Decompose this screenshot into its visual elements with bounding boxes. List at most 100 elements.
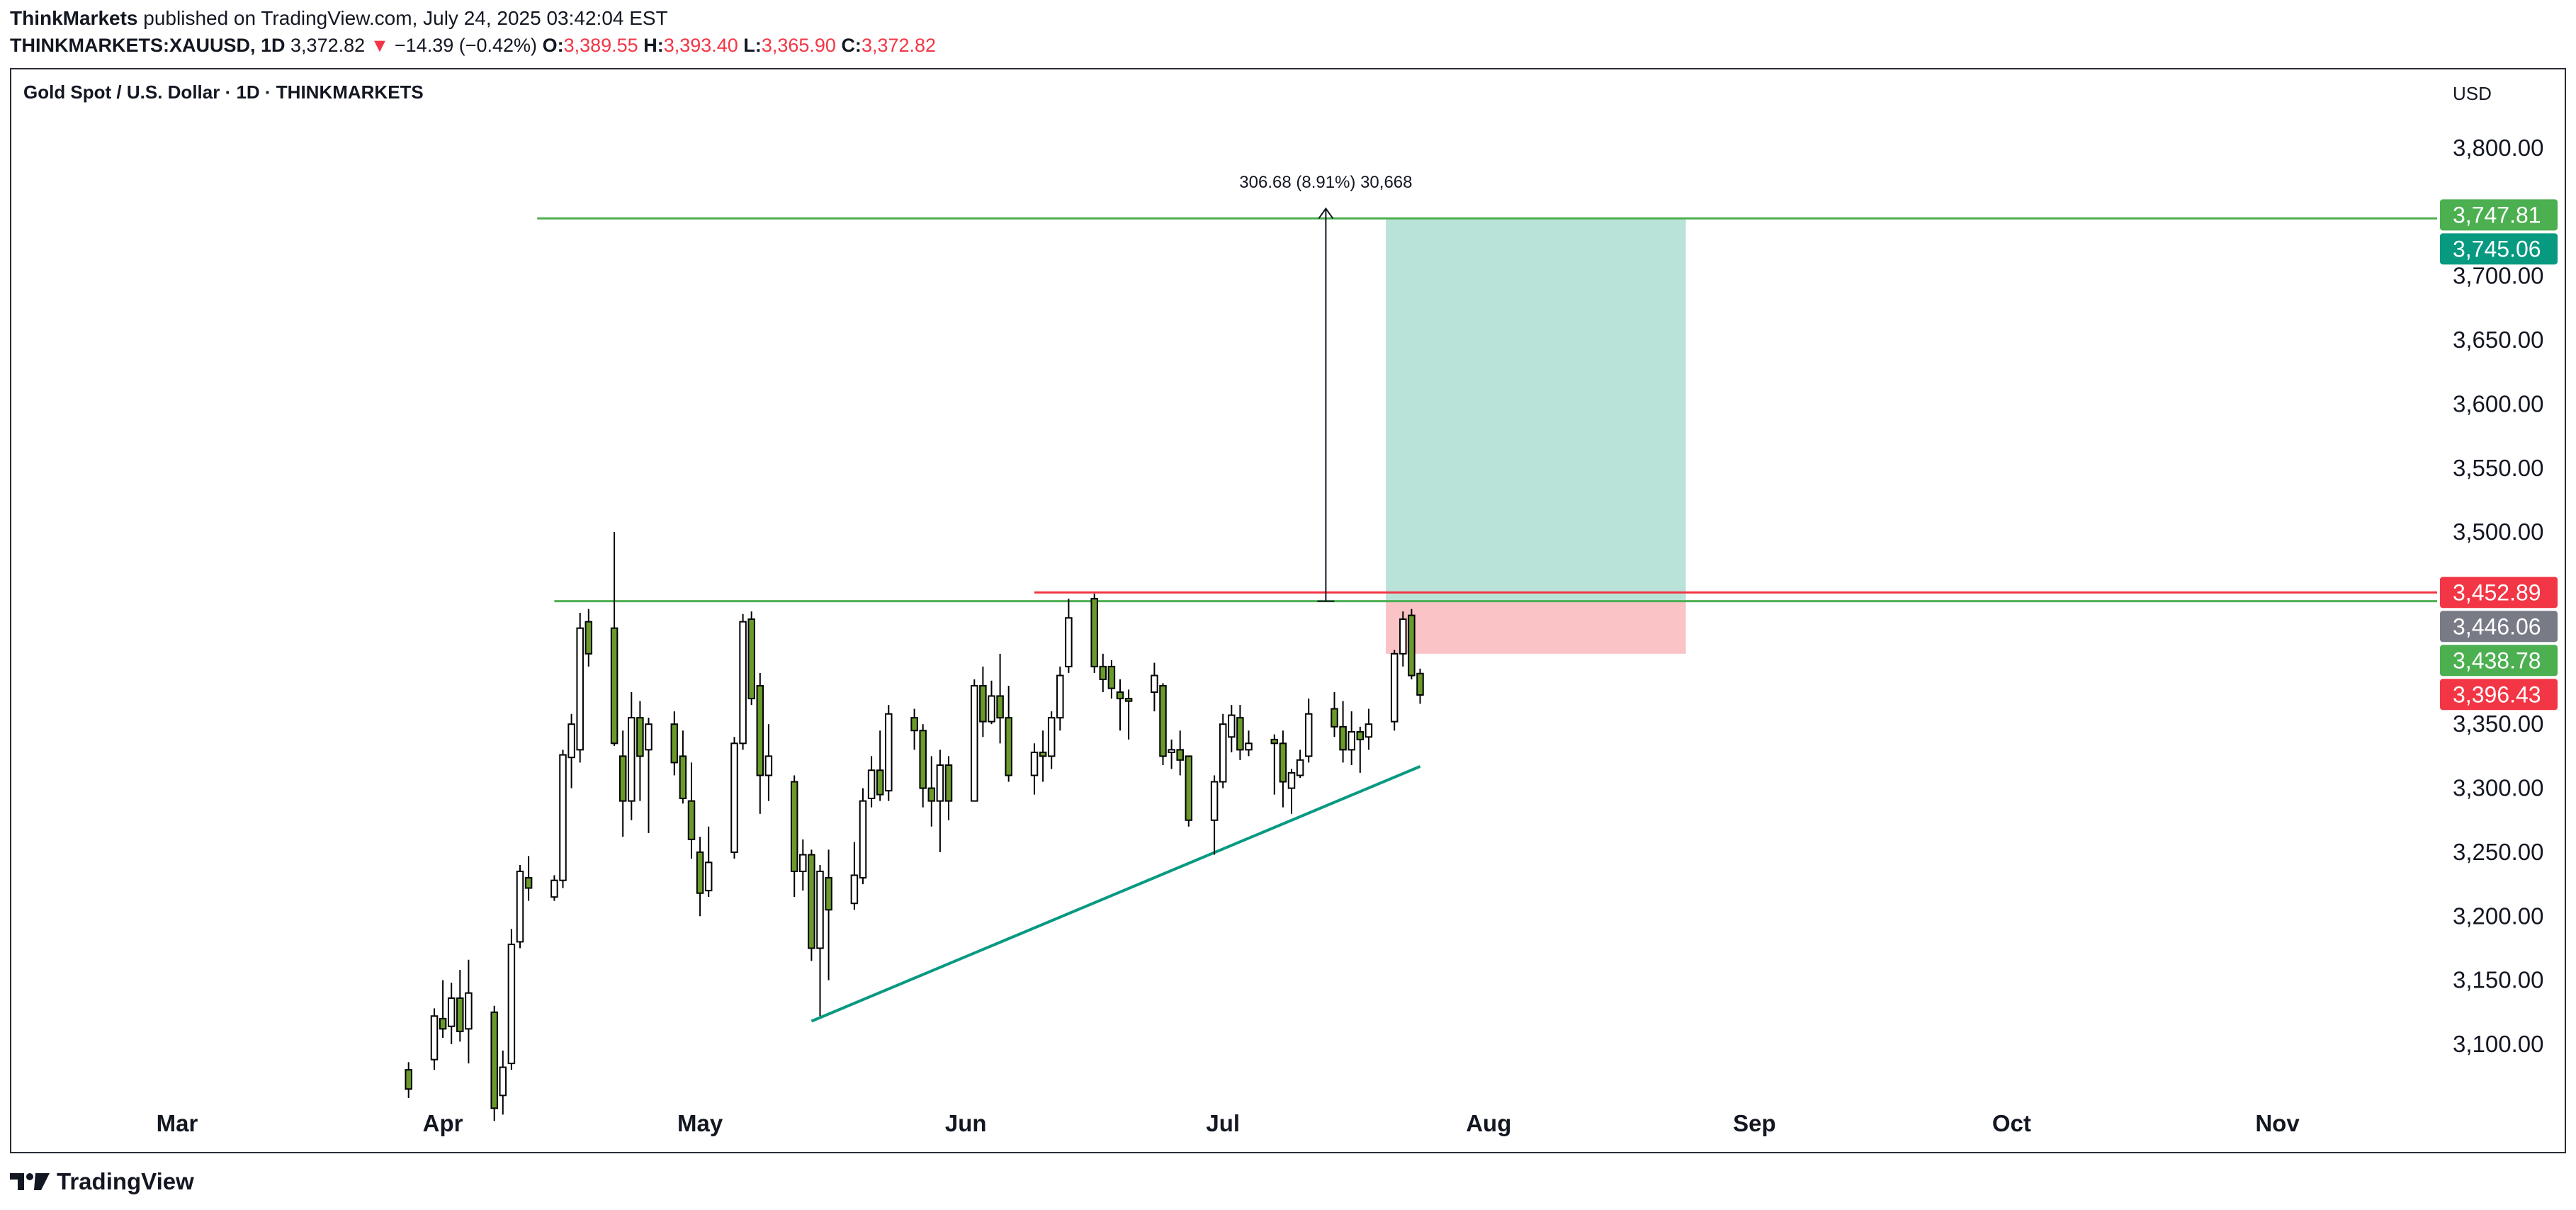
- candle: [1228, 705, 1236, 752]
- candle-body: [1039, 751, 1047, 757]
- candle: [1065, 599, 1073, 673]
- candle-body: [1047, 717, 1056, 757]
- author-name[interactable]: ThinkMarkets: [10, 7, 138, 29]
- candle-body: [636, 717, 644, 757]
- candle: [1107, 660, 1116, 699]
- candle: [696, 837, 704, 917]
- candle-body: [439, 1017, 447, 1030]
- price-badge-bg: [2440, 611, 2558, 643]
- candle-body: [618, 755, 627, 802]
- candle: [1056, 666, 1064, 731]
- candle-body: [747, 618, 755, 700]
- tradingview-logo[interactable]: TradingView: [10, 1168, 194, 1195]
- x-tick-label: Mar: [157, 1110, 198, 1136]
- candle-body: [465, 992, 473, 1030]
- candle-body: [799, 854, 807, 873]
- candle: [645, 718, 653, 833]
- y-tick-label: 3,200.00: [2453, 903, 2543, 929]
- candle-body: [1030, 751, 1039, 776]
- x-tick-label: Jun: [945, 1110, 987, 1136]
- candle: [576, 612, 584, 763]
- chart-frame[interactable]: [10, 68, 2566, 1153]
- candle-body: [1090, 598, 1098, 667]
- y-tick-label: 3,150.00: [2453, 967, 2543, 993]
- candle-body: [610, 627, 618, 745]
- candle: [1245, 730, 1253, 757]
- y-tick-label: 3,700.00: [2453, 263, 2543, 289]
- candles: [405, 532, 1424, 1121]
- candle: [979, 666, 987, 737]
- candle: [1365, 708, 1373, 750]
- candle-body: [936, 764, 944, 802]
- open-label: O:: [542, 35, 564, 56]
- currency-label: USD: [2453, 83, 2492, 104]
- profit-zone: [1386, 218, 1686, 601]
- price-badge: 3,396.43: [2440, 679, 2558, 711]
- candle: [670, 711, 679, 776]
- candle-body: [670, 723, 679, 764]
- candle: [430, 1008, 439, 1070]
- candle: [1408, 609, 1416, 679]
- low-value: 3,365.90: [761, 35, 836, 56]
- y-tick-label: 3,800.00: [2453, 135, 2543, 161]
- candle-body: [1279, 742, 1287, 783]
- candle-body: [996, 695, 1004, 719]
- candle-body: [1176, 749, 1184, 761]
- price-badges: 3,747.81 3,745.06 3,452.89 3,446.06 3,438.78…: [2440, 199, 2558, 711]
- candle: [1416, 668, 1424, 704]
- candle-body: [1331, 708, 1338, 728]
- candle: [1168, 739, 1175, 769]
- candle: [1287, 769, 1296, 814]
- candle: [465, 959, 473, 1064]
- position-zones: [1386, 218, 1686, 654]
- symbol-info: THINKMARKETS:XAUUSD, 1D 3,372.82 ▼ −14.3…: [10, 33, 2560, 58]
- candle-body: [850, 874, 859, 905]
- candle-body: [1296, 759, 1304, 776]
- loss-zone: [1386, 601, 1686, 654]
- price-badge-label: 3,438.78: [2453, 648, 2541, 673]
- candle: [1219, 713, 1227, 788]
- candle: [739, 614, 747, 750]
- candle-body: [1365, 723, 1373, 738]
- candle-body: [430, 1015, 439, 1061]
- candle-body: [876, 769, 884, 796]
- x-tick-label: Oct: [1992, 1110, 2031, 1136]
- candle: [618, 730, 627, 837]
- tradingview-logo-icon: [10, 1173, 50, 1190]
- price-badge-bg: [2440, 645, 2558, 677]
- candle-body: [910, 717, 918, 732]
- published-text: published on TradingView.com, July 24, 2…: [143, 7, 668, 29]
- candle: [988, 680, 995, 725]
- candle: [704, 826, 713, 898]
- y-tick-label: 3,100.00: [2453, 1031, 2543, 1057]
- change-arrow-icon: ▼: [370, 35, 390, 56]
- price-badge: 3,438.78: [2440, 645, 2558, 677]
- y-tick-label: 3,650.00: [2453, 327, 2543, 353]
- candle-body: [507, 944, 516, 1065]
- candle: [559, 750, 567, 888]
- candle-body: [979, 685, 987, 723]
- candle-body: [499, 1066, 507, 1097]
- candle-body: [559, 754, 567, 881]
- symbol-name: THINKMARKETS:XAUUSD, 1D: [10, 35, 286, 56]
- y-tick-label: 3,250.00: [2453, 839, 2543, 865]
- y-tick-label: 3,350.00: [2453, 711, 2543, 737]
- candle-body: [1390, 652, 1399, 723]
- candle-body: [456, 997, 464, 1032]
- candle-body: [1416, 672, 1424, 696]
- candle: [636, 701, 644, 801]
- candle-body: [687, 800, 696, 840]
- candle: [1236, 705, 1244, 760]
- time-axis[interactable]: Mar Apr May Jun Jul Aug Sep Oct Nov: [157, 1110, 2300, 1136]
- candle-body: [816, 871, 824, 949]
- open-value: 3,389.55: [563, 35, 638, 56]
- candle: [507, 929, 516, 1070]
- candle: [867, 756, 876, 808]
- candle-body: [1219, 723, 1227, 783]
- chart-title: Gold Spot / U.S. Dollar · 1D · THINKMARK…: [23, 81, 424, 103]
- candle: [799, 839, 807, 891]
- candle: [825, 849, 832, 980]
- candle: [747, 611, 755, 706]
- candle: [687, 762, 696, 859]
